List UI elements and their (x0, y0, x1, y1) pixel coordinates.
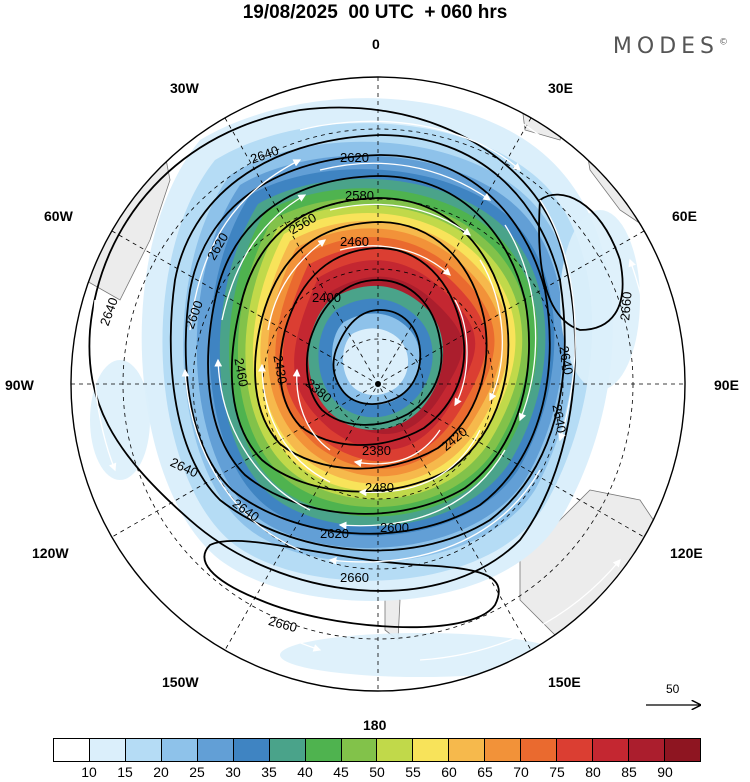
contour-label: 2620 (340, 150, 369, 165)
colorbar-tick-label: 45 (333, 764, 349, 780)
colorbar-swatch (485, 739, 522, 761)
lon-label-150e: 150E (548, 674, 581, 690)
colorbar-swatch (521, 739, 558, 761)
brand-text: MODES (612, 34, 719, 59)
map-content: 2640 2620 2580 2560 2620 2460 2600 2400 … (71, 77, 685, 691)
reference-vector-label: 50 (666, 682, 680, 696)
lon-label-180: 180 (363, 717, 387, 733)
height-contours (88, 106, 624, 629)
lon-label-90w: 90W (5, 377, 35, 393)
colorbar-swatch (629, 739, 665, 761)
outer-shading (90, 210, 640, 677)
colorbar-tick-label: 30 (225, 764, 241, 780)
lon-label-0: 0 (372, 36, 380, 52)
contour-label: 2660 (267, 613, 299, 635)
contour-label: 2620 (320, 526, 349, 541)
colorbar-swatch (197, 739, 234, 761)
colorbar-swatch (269, 739, 306, 761)
contour-label: 2640 (549, 403, 569, 434)
colorbar-tick-label: 50 (369, 764, 385, 780)
colorbar-tick-label: 90 (657, 764, 673, 780)
map-title: 19/08/2025 00 UTC + 060 hrs (242, 2, 508, 23)
colorbar-tick-label: 80 (585, 764, 601, 780)
copyright-mark: © (719, 37, 728, 48)
colorbar-swatch (593, 739, 629, 761)
lon-label-30e: 30E (548, 80, 573, 96)
colorbar-tick-label: 55 (405, 764, 421, 780)
lon-label-150w: 150W (162, 674, 199, 690)
colorbar-tick-label: 15 (117, 764, 133, 780)
lon-label-30w: 30W (170, 80, 200, 96)
colorbar-tick-label: 70 (513, 764, 529, 780)
lon-label-120e: 120E (670, 545, 703, 561)
contour-label: 2660 (617, 291, 634, 321)
contour-label: 2430 (270, 354, 290, 385)
colorbar-swatch (449, 739, 486, 761)
longitude-labels: 0 30E 60E 90E 120E 150E 180 150W 120W 90… (5, 36, 739, 733)
map-boundary (70, 76, 686, 692)
contour-label: 2660 (340, 570, 369, 585)
reference-arrow-icon (646, 682, 706, 712)
colorbar-tick-label: 25 (189, 764, 205, 780)
colorbar-swatch (413, 739, 450, 761)
colorbar-swatch (664, 739, 700, 761)
colorbar-tick-label: 65 (477, 764, 493, 780)
colorbar-swatch (377, 739, 414, 761)
contour-label: 2580 (345, 188, 374, 203)
reference-vector: 50 (646, 682, 706, 712)
wind-streamlines (92, 85, 653, 661)
lon-label-60w: 60W (44, 208, 74, 224)
contour-label: 2460 (340, 234, 369, 249)
colorbar-labels: 10 15 20 25 30 35 40 45 50 55 60 65 70 75 80 85 90 (53, 764, 701, 782)
contour-label: 2380 (362, 443, 391, 458)
colorbar (53, 738, 701, 762)
colorbar-swatch (341, 739, 378, 761)
lon-label-60e: 60E (672, 208, 697, 224)
lon-label-90e: 90E (714, 377, 739, 393)
colorbar-tick-label: 75 (549, 764, 565, 780)
brand-logo: MODES© (613, 34, 728, 59)
contour-label: 2460 (231, 357, 251, 388)
colorbar-tick-label: 85 (621, 764, 637, 780)
colorbar-swatch (125, 739, 162, 761)
colorbar-swatch (161, 739, 198, 761)
contour-label: 2480 (365, 480, 394, 495)
lon-label-120w: 120W (32, 545, 69, 561)
colorbar-swatch (557, 739, 594, 761)
colorbar-swatch (54, 739, 90, 761)
contour-label: 2400 (312, 290, 341, 305)
colorbar-tick-label: 35 (261, 764, 277, 780)
colorbar-tick-label: 40 (297, 764, 313, 780)
colorbar-swatch (233, 739, 270, 761)
colorbar-tick-label: 20 (153, 764, 169, 780)
colorbar-tick-label: 60 (441, 764, 457, 780)
contour-labels: 2640 2620 2580 2560 2620 2460 2600 2400 … (97, 143, 635, 636)
colorbar-tick-label: 10 (81, 764, 97, 780)
contour-label: 2640 (556, 345, 576, 376)
colorbar-swatch (305, 739, 342, 761)
colorbar-swatch (89, 739, 126, 761)
pole-marker (375, 381, 381, 387)
contour-label: 2600 (380, 520, 409, 535)
